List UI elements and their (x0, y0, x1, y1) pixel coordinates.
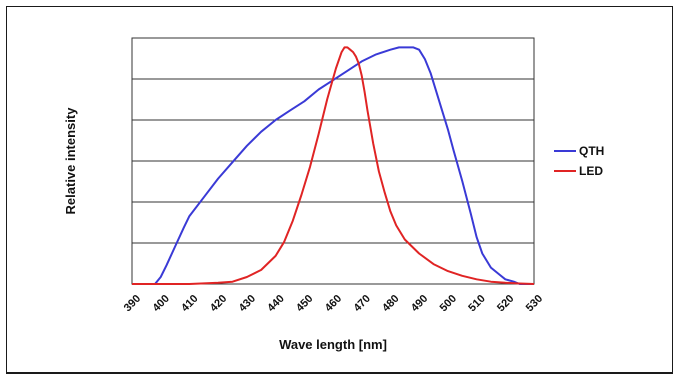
x-tick-label: 430 (237, 293, 258, 314)
x-tick-label: 400 (150, 293, 171, 314)
legend: QTH LED (554, 144, 604, 178)
x-tick-label: 450 (294, 293, 315, 314)
chart-frame: 390 400 410 420 430 440 450 460 470 480 490 500 510 5… (6, 6, 673, 374)
x-tick-label: 480 (380, 293, 401, 314)
legend-label-qth: QTH (579, 144, 604, 158)
x-tick-label: 520 (495, 293, 516, 314)
line-chart: 390 400 410 420 430 440 450 460 470 480 490 500 510 5… (63, 37, 604, 352)
legend-label-led: LED (579, 164, 603, 178)
series-line-qth (132, 46, 534, 285)
x-tick-label: 510 (466, 293, 487, 314)
series-lines (132, 46, 535, 285)
x-tick-label: 530 (524, 293, 545, 314)
x-axis-title: Wave length [nm] (279, 337, 387, 352)
y-axis-title: Relative intensity (63, 107, 78, 215)
x-tick-labels: 390 400 410 420 430 440 450 460 470 480 490 500 510 5… (122, 293, 545, 314)
x-tick-label: 440 (265, 293, 286, 314)
x-tick-label: 470 (351, 293, 372, 314)
x-tick-label: 500 (438, 293, 459, 314)
gridlines (132, 78, 534, 244)
x-tick-label: 390 (122, 293, 143, 314)
x-tick-label: 420 (208, 293, 229, 314)
x-tick-label: 460 (323, 293, 344, 314)
plot-area (131, 37, 535, 285)
x-tick-label: 410 (179, 293, 200, 314)
x-tick-label: 490 (409, 293, 430, 314)
series-line-led (132, 46, 535, 285)
